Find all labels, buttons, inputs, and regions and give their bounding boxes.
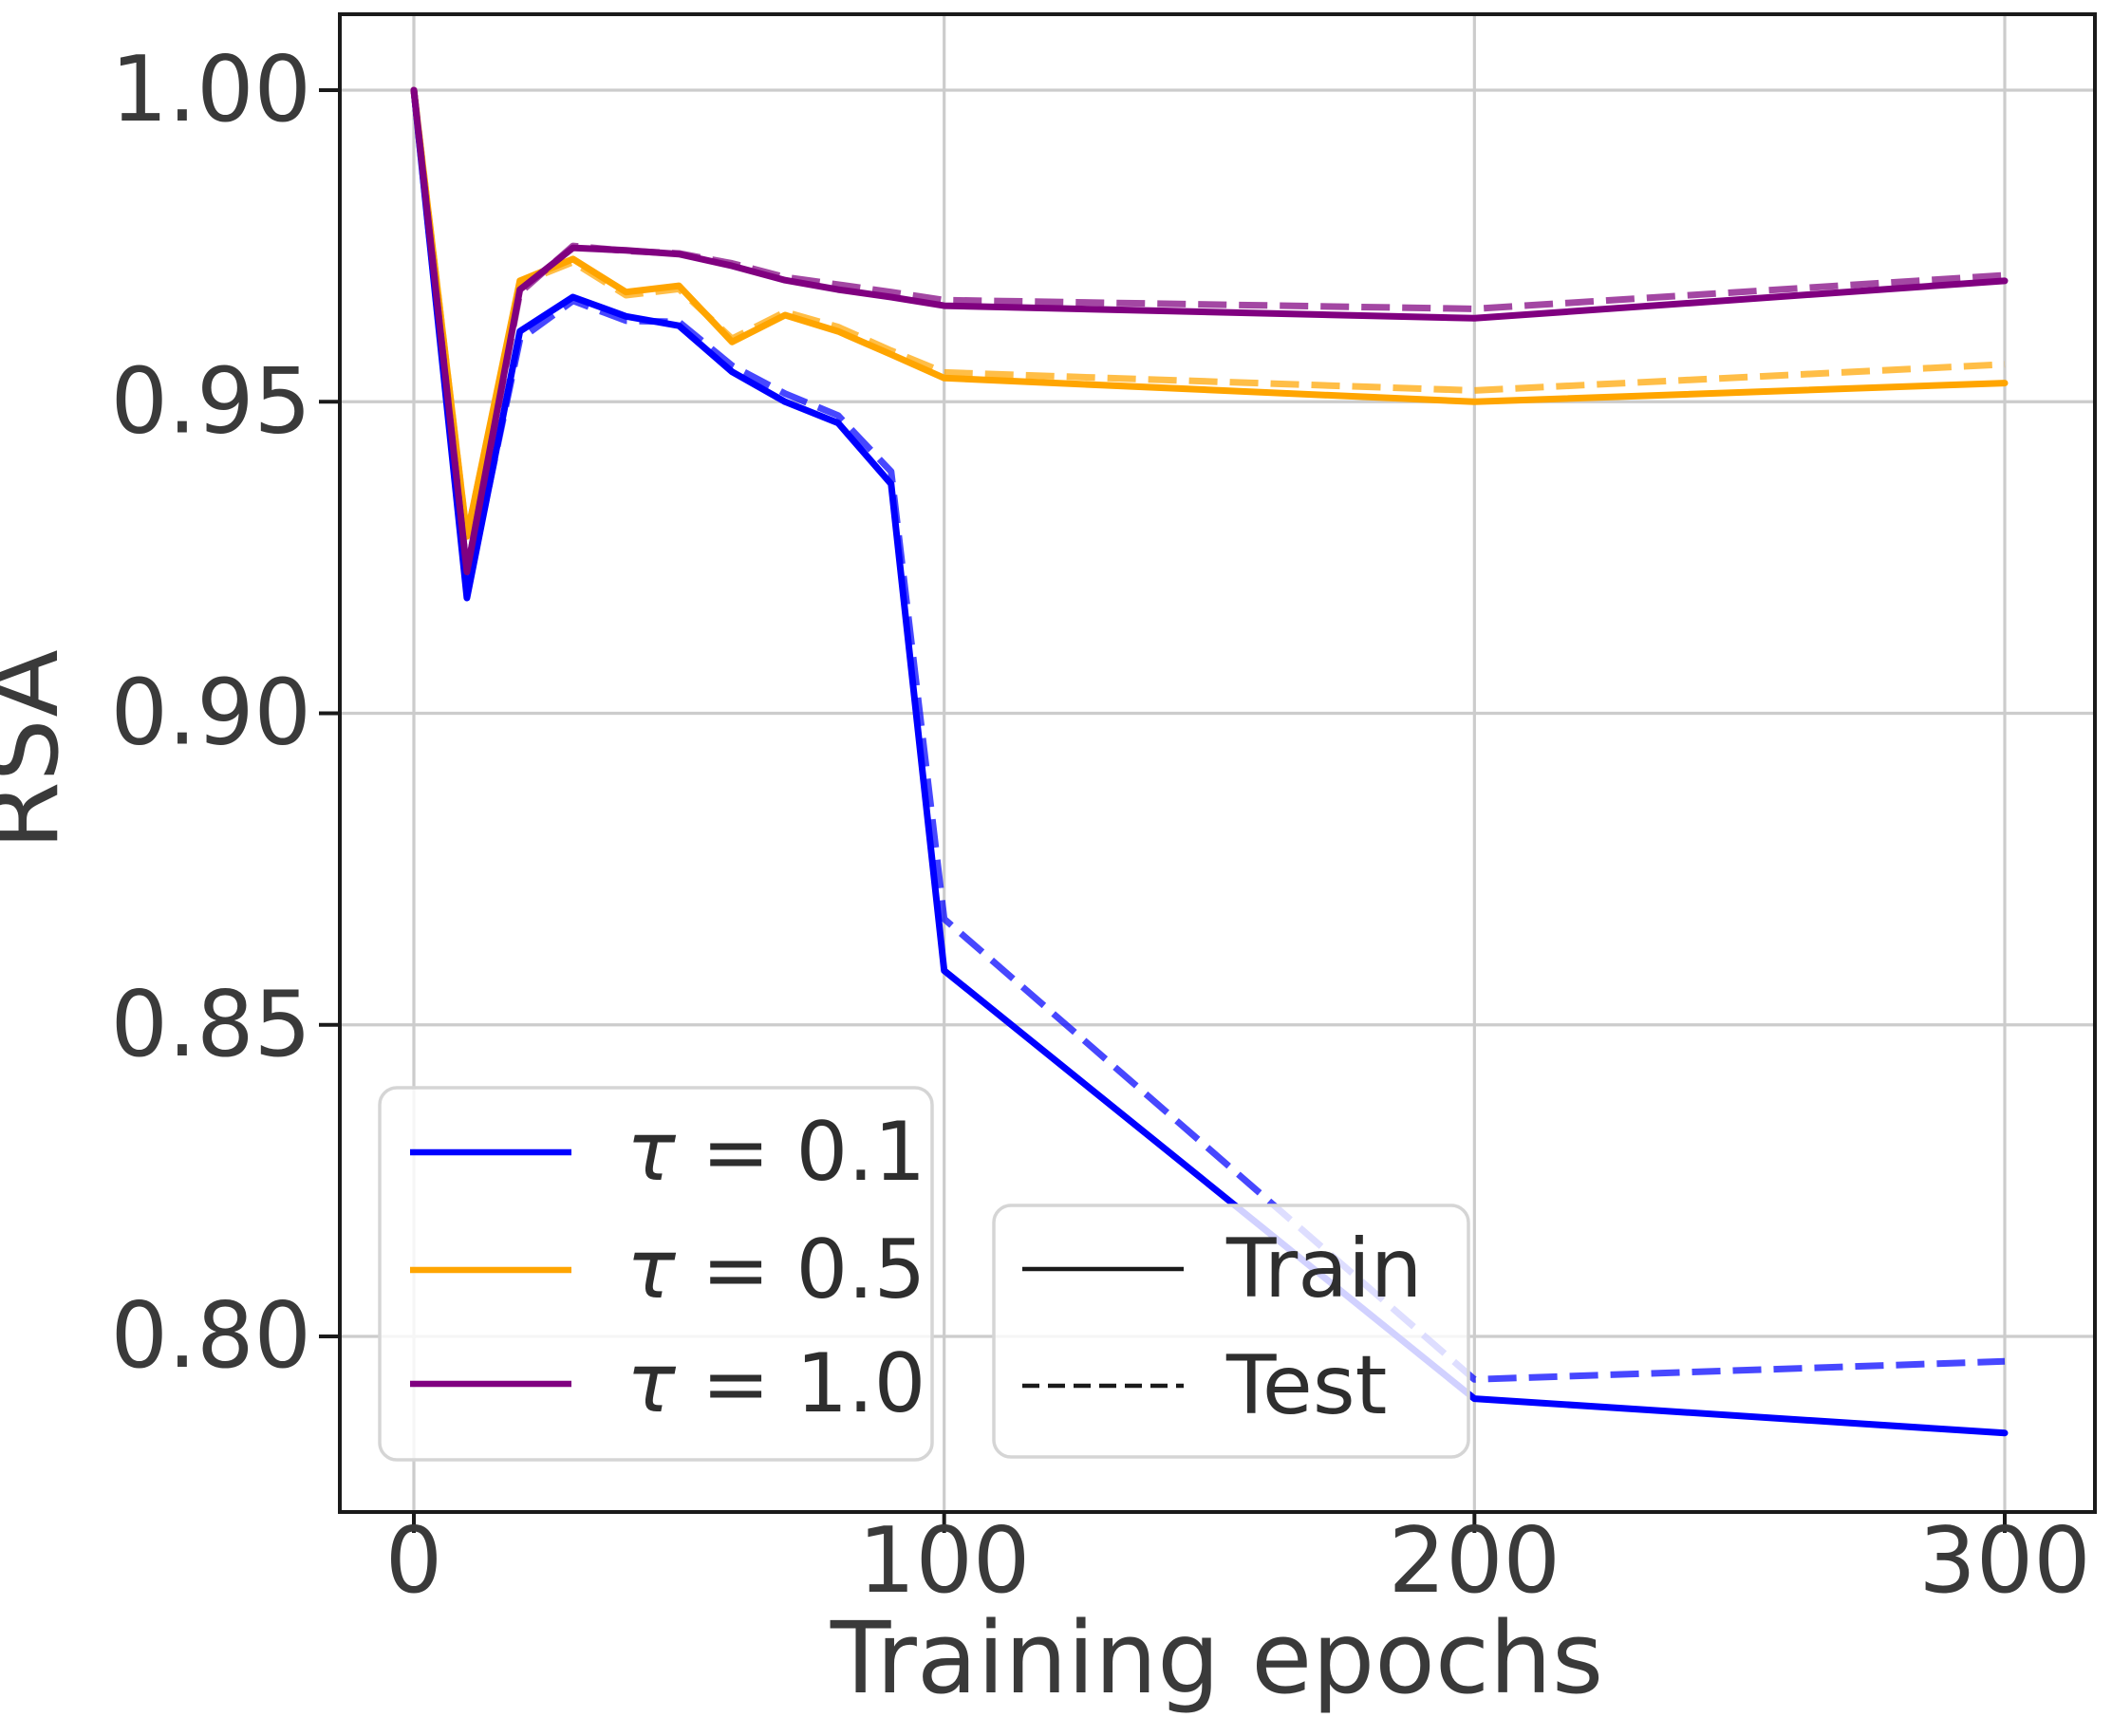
series-tau-1.0-test — [410, 89, 2006, 575]
tau-legend-label: τ = 0.5 — [626, 1223, 925, 1317]
y-tick-label: 0.85 — [110, 973, 311, 1077]
series-tau-0.5-test — [410, 89, 2006, 540]
series-tau-0.1-test — [410, 89, 2006, 1383]
series-tau-0.1-train — [410, 86, 2009, 1437]
y-tick-label: 0.95 — [110, 349, 311, 454]
y-tick-label: 1.00 — [110, 38, 311, 142]
y-tick-label: 0.80 — [110, 1284, 311, 1389]
tau-legend-label: τ = 1.0 — [626, 1336, 925, 1431]
split-legend: Train Test — [992, 1204, 1470, 1459]
y-tick-label: 0.90 — [110, 662, 311, 766]
x-tick-label: 200 — [1389, 1509, 1561, 1614]
split-legend-label: Train — [1225, 1222, 1422, 1316]
axes-spines — [338, 12, 2097, 1514]
tau-legend-label: τ = 0.1 — [626, 1105, 925, 1200]
x-tick-label: 100 — [858, 1509, 1030, 1614]
x-tick-label: 0 — [385, 1509, 442, 1614]
tau-legend-box — [378, 1086, 934, 1462]
series-tau-1.0-train — [410, 86, 2009, 575]
x-tick-label: 300 — [1918, 1509, 2090, 1614]
y-axis-label: RSA — [0, 649, 81, 849]
split-legend-label: Test — [1225, 1338, 1387, 1433]
x-axis-label: Training epochs — [830, 1600, 1603, 1716]
tau-legend: τ = 0.1 τ = 0.5 τ = 1.0 — [378, 1086, 934, 1462]
